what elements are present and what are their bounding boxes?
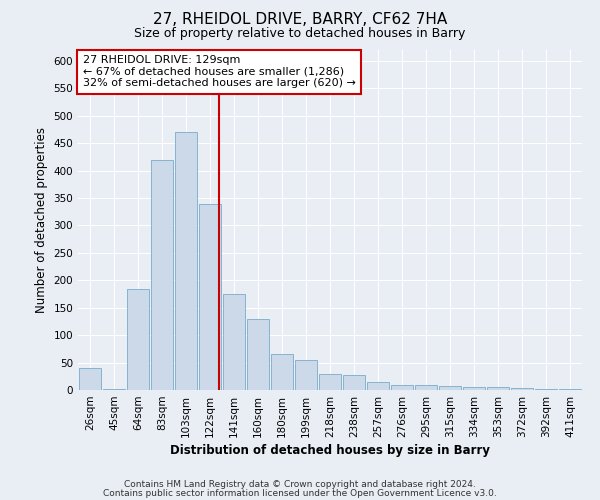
Text: 27 RHEIDOL DRIVE: 129sqm
← 67% of detached houses are smaller (1,286)
32% of sem: 27 RHEIDOL DRIVE: 129sqm ← 67% of detach…: [83, 55, 356, 88]
Bar: [439, 386, 461, 390]
Bar: [175, 132, 197, 390]
Text: Contains public sector information licensed under the Open Government Licence v3: Contains public sector information licen…: [103, 488, 497, 498]
Bar: [319, 374, 341, 390]
Bar: [127, 288, 149, 390]
Bar: [535, 389, 557, 390]
Bar: [103, 389, 125, 390]
Bar: [487, 388, 509, 390]
Bar: [511, 388, 533, 390]
Bar: [559, 389, 581, 390]
Bar: [415, 384, 437, 390]
Bar: [247, 318, 269, 390]
Bar: [223, 294, 245, 390]
Bar: [295, 360, 317, 390]
Bar: [271, 354, 293, 390]
Text: Contains HM Land Registry data © Crown copyright and database right 2024.: Contains HM Land Registry data © Crown c…: [124, 480, 476, 489]
Y-axis label: Number of detached properties: Number of detached properties: [35, 127, 48, 313]
Bar: [79, 368, 101, 390]
Text: 27, RHEIDOL DRIVE, BARRY, CF62 7HA: 27, RHEIDOL DRIVE, BARRY, CF62 7HA: [153, 12, 447, 28]
Text: Size of property relative to detached houses in Barry: Size of property relative to detached ho…: [134, 28, 466, 40]
X-axis label: Distribution of detached houses by size in Barry: Distribution of detached houses by size …: [170, 444, 490, 457]
Bar: [199, 204, 221, 390]
Bar: [391, 384, 413, 390]
Bar: [343, 374, 365, 390]
Bar: [463, 388, 485, 390]
Bar: [367, 382, 389, 390]
Bar: [151, 160, 173, 390]
